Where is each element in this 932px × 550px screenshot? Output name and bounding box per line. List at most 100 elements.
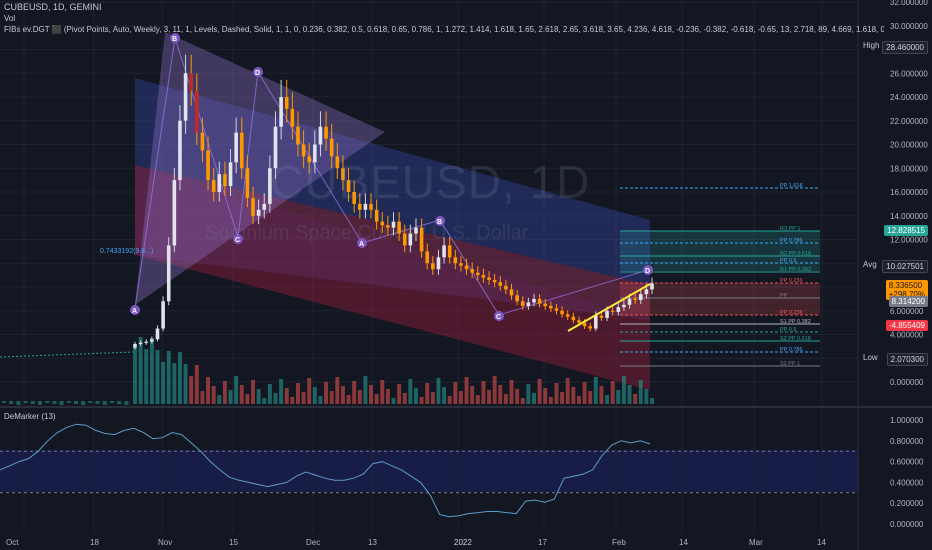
volume-bar	[52, 401, 57, 404]
volume-bar	[251, 380, 255, 404]
volume-bar	[256, 389, 261, 404]
pattern-point-label: A	[132, 308, 137, 315]
x-tick-label: Oct	[6, 538, 19, 547]
candle-body	[189, 73, 193, 92]
candle-body	[183, 73, 188, 121]
volume-bar	[475, 395, 480, 404]
pivot-level-label: R3 PP 1	[780, 226, 800, 232]
volume-bar	[340, 386, 345, 404]
volume-bar	[560, 392, 565, 404]
fib-left-label: 0.7433192(9.8...)	[100, 248, 153, 255]
volume-label[interactable]: Vol	[4, 14, 16, 23]
volume-bar	[408, 379, 413, 404]
volume-bar	[318, 396, 323, 404]
low-value-badge: 2.070300	[886, 353, 928, 366]
volume-bar	[498, 385, 503, 404]
indicator-tick-label: 0.000000	[890, 520, 924, 529]
candle-body	[605, 310, 609, 318]
candle-body	[549, 306, 553, 309]
volume-bar	[279, 379, 284, 404]
volume-bar	[166, 351, 171, 404]
y-tick-label: 12.000000	[890, 236, 928, 245]
candle-body	[599, 315, 604, 318]
high-value-badge: 28.460000	[882, 41, 928, 54]
volume-bar	[576, 396, 581, 404]
candle-body	[498, 282, 503, 286]
x-tick-label: Feb	[612, 538, 626, 547]
candle-body	[453, 257, 458, 264]
volume-bar	[470, 386, 475, 404]
y-tick-label: 24.000000	[890, 93, 928, 102]
candle-body	[155, 328, 160, 340]
volume-bar	[487, 390, 491, 404]
pattern-point-marker	[643, 265, 653, 275]
volume-bar	[149, 338, 154, 404]
candle-body	[161, 301, 165, 329]
candle-body	[515, 295, 519, 302]
volume-bar	[228, 390, 233, 404]
candle-body	[290, 108, 295, 127]
volume-bar	[183, 364, 188, 404]
volume-bar	[296, 383, 300, 404]
volume-bar	[447, 396, 452, 404]
candle-body	[436, 257, 441, 270]
candle-body	[577, 320, 581, 323]
candle-body	[284, 97, 289, 109]
volume-bar	[217, 395, 222, 404]
pattern-point-marker	[233, 234, 243, 244]
candle-body	[313, 144, 317, 163]
candle-body	[239, 132, 244, 169]
watermark-name: Somnium Space Cubes / U.S. Dollar	[205, 222, 529, 244]
candle-body	[329, 138, 334, 157]
candle-body	[172, 180, 177, 246]
pivot-level-label: PP 0.236	[780, 278, 803, 284]
volume-bar	[363, 376, 368, 404]
volume-bar	[194, 365, 199, 404]
channel-lower-band	[135, 165, 650, 390]
volume-bar	[329, 391, 334, 404]
volume-bar	[74, 401, 78, 404]
y-tick-label: 26.000000	[890, 69, 928, 78]
volume-bar	[548, 397, 553, 404]
volume-bar	[155, 350, 160, 404]
candle-body	[431, 263, 435, 270]
volume-bar	[621, 376, 626, 404]
volume-bar	[110, 401, 114, 403]
pattern-point-label: B	[437, 219, 442, 226]
volume-bar	[442, 387, 447, 404]
volume-bar	[9, 401, 14, 404]
volume-bar	[430, 392, 435, 404]
indicator-tick-label: 0.800000	[890, 437, 924, 446]
volume-bar	[239, 385, 244, 404]
candle-body	[487, 277, 491, 280]
x-tick-label: Dec	[306, 538, 321, 547]
candle-body	[492, 279, 497, 283]
volume-bar	[88, 401, 93, 403]
pivot-level-label: PP 0.786	[780, 238, 803, 244]
demarker-label[interactable]: DeMarker (13)	[4, 412, 56, 421]
x-tick-label: 13	[368, 538, 377, 547]
pattern-point-marker	[170, 33, 180, 43]
pivot-level-label: PP 1.618	[780, 183, 803, 189]
candle-body	[251, 197, 255, 216]
candle-body	[133, 344, 137, 348]
candle-body	[414, 227, 418, 234]
pivot-level-label: R1 PP 0.382	[780, 267, 811, 273]
pattern-point-marker	[494, 311, 504, 321]
chart-title[interactable]: CUBEUSD, 1D, GEMINI	[4, 2, 102, 12]
candle-body	[554, 308, 559, 311]
candle-body	[610, 310, 615, 312]
candle-body	[273, 126, 278, 169]
candle-body	[335, 156, 340, 169]
pivot-level-label: R2 PP 0.618	[780, 251, 811, 257]
volume-bar	[189, 376, 194, 404]
candle-body	[588, 326, 592, 329]
fibs-indicator-label[interactable]: FIBs ev.DGT ⬛ (Pivot Points, Auto, Weekl…	[4, 25, 884, 34]
volume-bar	[133, 348, 137, 404]
volume-bar	[222, 381, 227, 404]
trend-line	[567, 283, 651, 332]
candle-body	[616, 307, 621, 312]
candle-body	[200, 132, 205, 151]
